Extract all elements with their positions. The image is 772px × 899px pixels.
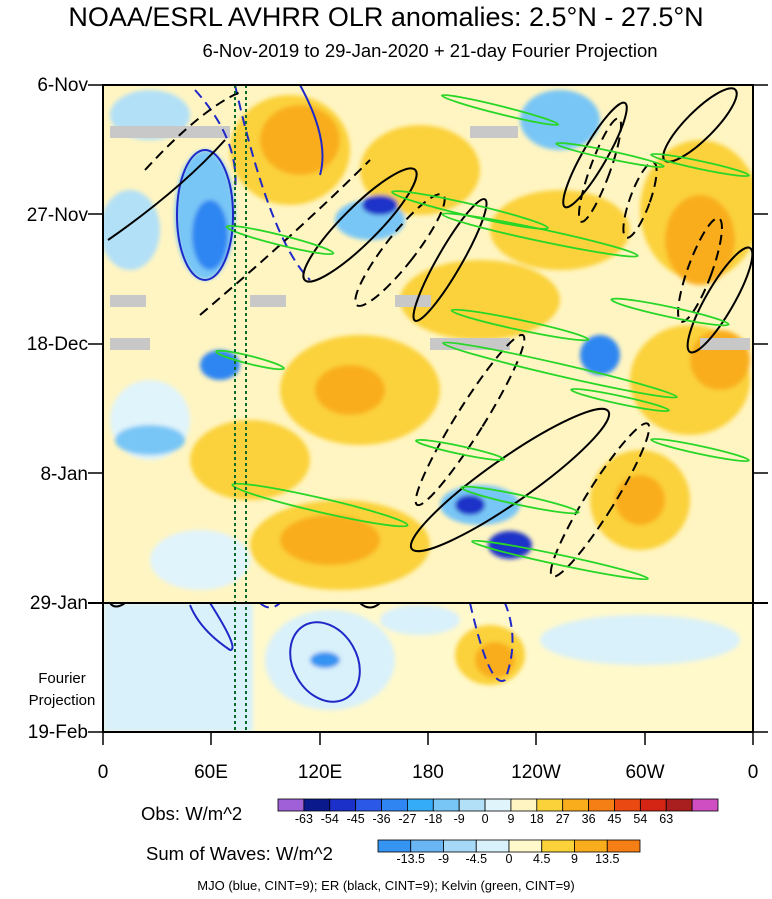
waves-colorbar xyxy=(377,839,641,853)
obs-anomaly-field xyxy=(103,85,753,603)
colorbar-swatch xyxy=(508,839,543,853)
colorbar-tick-label: -63 xyxy=(294,812,313,826)
axis-ticks xyxy=(88,84,768,745)
chart-title: NOAA/ESRL AVHRR OLR anomalies: 2.5°N - 2… xyxy=(68,2,704,32)
colorbar-swatch xyxy=(475,839,510,853)
colorbar-swatch xyxy=(588,798,615,812)
colorbar-tick-label: 0 xyxy=(505,852,513,866)
colorbar-swatch xyxy=(691,798,719,812)
colorbar-swatch xyxy=(458,798,486,812)
colorbar-swatch xyxy=(407,798,434,812)
colorbar-swatch xyxy=(484,798,512,812)
colorbar-swatch xyxy=(614,798,641,812)
colorbar-swatch xyxy=(536,798,564,812)
projection-label-line1: Fourier xyxy=(38,670,86,687)
colorbar-swatch xyxy=(443,839,477,853)
colorbar-swatch xyxy=(410,839,444,853)
colorbar-tick-label: -36 xyxy=(372,812,391,826)
colorbar-tick-label: 9 xyxy=(507,812,515,826)
chart-subtitle: 6-Nov-2019 to 29-Jan-2020 + 21-day Fouri… xyxy=(202,40,658,61)
colorbar-swatch xyxy=(303,798,331,812)
colorbar-tick-label: -9 xyxy=(437,852,450,866)
colorbar-tick-label: -4.5 xyxy=(465,852,488,866)
obs-legend-label: Obs: W/m^2 xyxy=(141,803,243,824)
colorbar-swatch xyxy=(377,839,412,853)
colorbar-swatch xyxy=(639,798,667,812)
colorbar-swatch xyxy=(381,798,408,812)
colorbar-swatch xyxy=(606,839,641,853)
projection-label-line2: Projection xyxy=(28,692,96,709)
colorbar-swatch xyxy=(329,798,357,812)
colorbar-tick-label: 9 xyxy=(571,852,578,866)
x-tick-label: 120W xyxy=(511,762,561,783)
colorbar-tick-label: 18 xyxy=(529,812,544,826)
colorbar-tick-label: -45 xyxy=(346,812,365,826)
projection-label: Fourier Projection xyxy=(20,668,104,712)
colorbar-tick-label: 36 xyxy=(581,812,596,826)
colorbar-swatch xyxy=(541,839,575,853)
y-tick-label: 27-Nov xyxy=(26,205,88,226)
colorbar-swatch xyxy=(277,798,305,812)
y-tick-label: 6-Nov xyxy=(37,75,88,96)
x-tick-label: 60W xyxy=(625,762,665,783)
colorbar-tick-label: 45 xyxy=(607,812,622,826)
y-tick-label: 8-Jan xyxy=(40,464,88,485)
colorbar-swatch xyxy=(432,798,460,812)
colorbar-swatch xyxy=(574,839,608,853)
x-tick-label: 120E xyxy=(297,762,343,783)
colorbar-swatch xyxy=(510,798,538,812)
colorbar-tick-label: 13.5 xyxy=(595,852,620,866)
y-tick-label: 19-Feb xyxy=(27,722,88,743)
colorbar-tick-label: -18 xyxy=(424,812,443,826)
x-tick-label: 180 xyxy=(412,762,444,783)
waves-legend-label: Sum of Waves: W/m^2 xyxy=(146,843,333,864)
wave-contours xyxy=(107,85,753,703)
colorbar-tick-label: -9 xyxy=(453,812,465,826)
x-tick-label: 60E xyxy=(194,762,228,783)
colorbar-swatch xyxy=(355,798,382,812)
colorbar-tick-label: -54 xyxy=(320,812,339,826)
colorbar-tick-label: 4.5 xyxy=(533,852,551,866)
colorbar-tick-label: 63 xyxy=(659,812,674,826)
x-tick-label: 0 xyxy=(97,762,109,783)
y-tick-label: 18-Dec xyxy=(26,334,88,355)
y-tick-label: 29-Jan xyxy=(29,593,88,614)
colorbar-tick-label: -13.5 xyxy=(396,852,426,866)
colorbar-tick-label: 27 xyxy=(555,812,570,826)
colorbar-swatch xyxy=(665,798,693,812)
obs-colorbar xyxy=(277,798,719,812)
x-tick-label: 0 xyxy=(747,762,759,783)
colorbar-swatch xyxy=(562,798,589,812)
colorbar-tick-label: 0 xyxy=(481,812,489,826)
colorbar-tick-label: 54 xyxy=(633,812,648,826)
colorbar-tick-label: -27 xyxy=(398,812,417,826)
contour-note: MJO (blue, CINT=9); ER (black, CINT=9); … xyxy=(197,878,575,893)
